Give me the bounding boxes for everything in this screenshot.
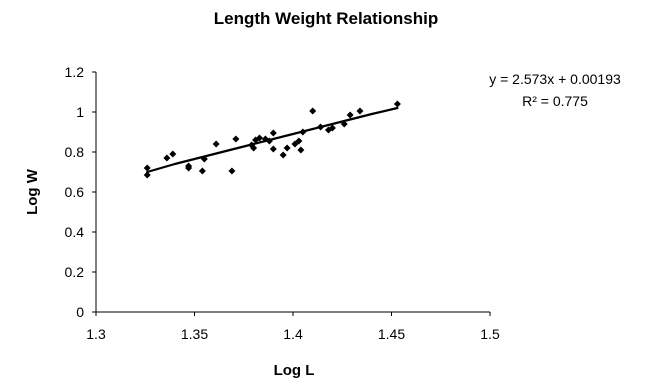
data-point bbox=[295, 137, 303, 145]
trendline-r-squared: R² = 0.775 bbox=[522, 93, 588, 109]
x-tick-label: 1.3 bbox=[86, 326, 106, 342]
data-point bbox=[198, 167, 206, 175]
y-tick-label: 0.6 bbox=[65, 184, 85, 200]
data-point bbox=[265, 137, 273, 145]
data-point bbox=[346, 111, 354, 119]
x-tick-label: 1.5 bbox=[480, 326, 500, 342]
x-tick-label: 1.45 bbox=[378, 326, 405, 342]
chart-title: Length Weight Relationship bbox=[214, 9, 438, 28]
y-axis-label: Log W bbox=[24, 168, 41, 215]
y-tick-label: 0.4 bbox=[65, 224, 85, 240]
data-point bbox=[143, 171, 151, 179]
data-point bbox=[185, 162, 193, 170]
data-point bbox=[297, 146, 305, 154]
y-tick-label: 1.2 bbox=[65, 64, 85, 80]
y-tick-label: 1 bbox=[76, 104, 84, 120]
data-point bbox=[393, 100, 401, 108]
x-tick-label: 1.35 bbox=[181, 326, 208, 342]
data-point bbox=[228, 167, 236, 175]
y-tick-label: 0 bbox=[76, 304, 84, 320]
plot-layer: 0 0.2 0.4 0.6 0.8 1 1.2 1.3 1.35 1.4 1.45 1.5 bbox=[65, 64, 500, 342]
x-tick-label: 1.4 bbox=[283, 326, 303, 342]
x-axis-label: Log L bbox=[274, 362, 315, 379]
data-point bbox=[256, 134, 264, 142]
data-point bbox=[269, 145, 277, 153]
data-point bbox=[283, 144, 291, 152]
trendline bbox=[146, 106, 399, 174]
y-tick-label: 0.8 bbox=[65, 144, 85, 160]
data-point bbox=[200, 155, 208, 163]
data-point bbox=[317, 123, 325, 131]
data-point bbox=[212, 140, 220, 148]
data-point bbox=[250, 144, 258, 152]
data-point bbox=[269, 129, 277, 137]
trendline-equation: y = 2.573x + 0.00193 bbox=[489, 71, 621, 87]
data-point bbox=[328, 124, 336, 132]
data-point bbox=[232, 135, 240, 143]
y-tick-label: 0.2 bbox=[65, 264, 85, 280]
data-point bbox=[309, 107, 317, 115]
data-point bbox=[143, 164, 151, 172]
data-point bbox=[163, 154, 171, 162]
data-point bbox=[279, 151, 287, 159]
data-point bbox=[356, 107, 364, 115]
data-point bbox=[299, 128, 307, 136]
data-point bbox=[169, 150, 177, 158]
data-point bbox=[340, 120, 348, 128]
